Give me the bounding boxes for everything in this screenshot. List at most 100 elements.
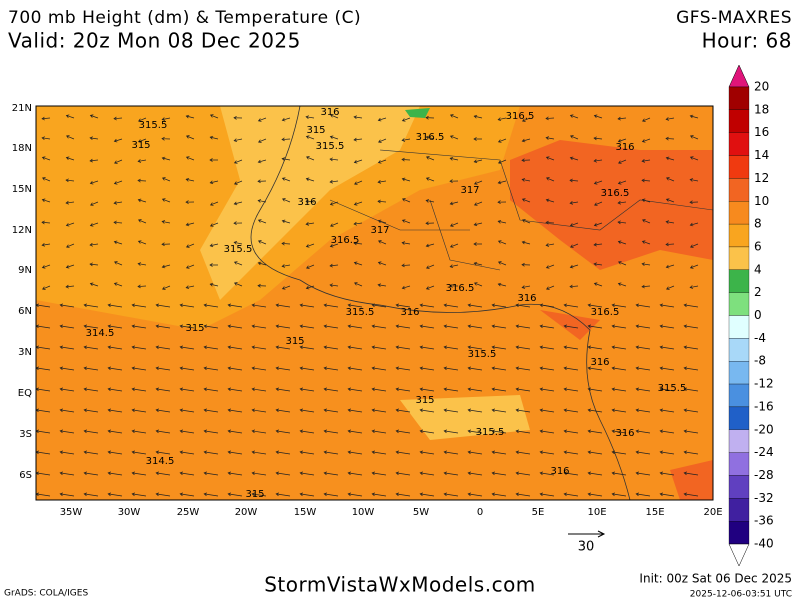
wind-arrow bbox=[587, 324, 603, 329]
wind-arrow bbox=[257, 219, 267, 224]
wind-arrow bbox=[41, 156, 51, 161]
wind-arrow bbox=[41, 243, 51, 247]
wind-arrow bbox=[425, 243, 435, 248]
wind-arrow bbox=[347, 492, 363, 497]
contour-label: 316.5 bbox=[416, 132, 445, 143]
wind-arrow bbox=[611, 387, 627, 392]
timestamp: 2025-12-06-03:51 UTC bbox=[690, 590, 792, 600]
wind-arrow bbox=[113, 116, 123, 121]
wind-arrow bbox=[641, 138, 651, 143]
wind-arrow bbox=[257, 179, 267, 184]
wind-arrow bbox=[665, 156, 675, 161]
wind-arrow bbox=[401, 157, 411, 162]
wind-arrow bbox=[275, 492, 291, 497]
wind-arrow bbox=[497, 117, 507, 121]
wind-arrow bbox=[539, 324, 555, 329]
wind-arrow bbox=[419, 450, 435, 455]
wind-arrow bbox=[539, 450, 555, 455]
wind-arrow bbox=[275, 450, 291, 455]
wind-arrow bbox=[227, 471, 243, 476]
wind-arrow bbox=[65, 200, 75, 205]
wind-arrow bbox=[83, 450, 99, 455]
wind-arrow bbox=[425, 199, 435, 203]
wind-arrow bbox=[545, 220, 555, 225]
wind-arrow bbox=[305, 115, 315, 119]
wind-arrow bbox=[59, 450, 75, 455]
colorbar-swatch bbox=[728, 246, 750, 270]
wind-arrow bbox=[443, 492, 459, 497]
wind-arrow bbox=[641, 178, 651, 183]
colorbar-label: -12 bbox=[754, 377, 774, 391]
wind-arrow bbox=[281, 157, 291, 161]
wind-arrow bbox=[587, 303, 603, 308]
wind-arrow bbox=[491, 387, 507, 392]
wind-arrow bbox=[521, 219, 531, 224]
wind-arrow bbox=[443, 366, 459, 371]
wind-arrow bbox=[137, 138, 147, 143]
wind-arrow bbox=[203, 429, 219, 434]
wind-arrow bbox=[449, 222, 459, 227]
wind-arrow bbox=[395, 303, 411, 308]
colorbar-swatch bbox=[728, 452, 750, 476]
wind-arrow bbox=[114, 261, 123, 266]
wind-arrow bbox=[107, 324, 123, 329]
wind-arrow bbox=[59, 408, 75, 413]
contour-label: 316.5 bbox=[446, 283, 475, 294]
vector-reference-label: 30 bbox=[578, 540, 595, 555]
wind-arrow bbox=[563, 345, 579, 350]
wind-arrow bbox=[275, 387, 291, 392]
wind-arrow bbox=[425, 221, 435, 226]
wind-arrow bbox=[209, 114, 219, 119]
wind-arrow bbox=[377, 180, 387, 184]
wind-arrow bbox=[377, 219, 387, 224]
lon-label: 10W bbox=[352, 507, 375, 518]
wind-arrow bbox=[227, 387, 243, 392]
colorbar-label: 6 bbox=[754, 239, 762, 253]
wind-arrow bbox=[114, 159, 123, 164]
wind-arrow bbox=[323, 471, 339, 476]
wind-arrow bbox=[330, 222, 339, 227]
wind-arrow bbox=[299, 387, 315, 392]
wind-arrow bbox=[257, 240, 267, 245]
wind-arrow bbox=[107, 387, 123, 392]
wind-arrow bbox=[251, 324, 267, 329]
wind-arrow bbox=[683, 366, 699, 371]
wind-arrow bbox=[395, 324, 411, 329]
wind-arrow bbox=[161, 177, 171, 182]
lon-label: 15W bbox=[294, 507, 317, 518]
wind-arrow bbox=[539, 366, 555, 371]
wind-arrow bbox=[371, 408, 387, 413]
wind-arrow bbox=[641, 262, 651, 266]
wind-arrow bbox=[641, 198, 651, 203]
wind-arrow bbox=[209, 158, 219, 162]
wind-arrow bbox=[330, 114, 339, 119]
wind-arrow bbox=[497, 180, 507, 185]
wind-arrow bbox=[587, 450, 603, 455]
wind-arrow bbox=[299, 366, 315, 371]
hot-region bbox=[510, 140, 713, 270]
map-field bbox=[36, 106, 713, 500]
wind-arrow bbox=[83, 408, 99, 413]
wind-arrow bbox=[617, 116, 627, 121]
wind-arrow bbox=[89, 222, 99, 227]
wind-arrow bbox=[185, 177, 195, 182]
wind-arrow bbox=[642, 117, 651, 122]
lat-label: 21N bbox=[12, 103, 32, 114]
wind-vectors bbox=[36, 114, 699, 497]
wind-arrow bbox=[617, 180, 627, 185]
contour-label: 316 bbox=[400, 307, 419, 318]
colorbar-swatch bbox=[728, 429, 750, 453]
wind-arrow bbox=[635, 471, 651, 476]
wind-arrow bbox=[449, 135, 459, 140]
wind-arrow bbox=[659, 429, 675, 434]
wind-arrow bbox=[491, 450, 507, 455]
wind-arrow bbox=[299, 324, 315, 329]
wind-arrow bbox=[593, 180, 603, 185]
wind-arrow bbox=[233, 180, 243, 185]
wind-arrow bbox=[497, 282, 507, 287]
wind-arrow bbox=[491, 429, 507, 434]
wind-arrow bbox=[329, 135, 339, 140]
lon-label: 0 bbox=[477, 507, 483, 518]
wind-arrow bbox=[137, 284, 147, 289]
lat-label: 15N bbox=[12, 184, 32, 195]
